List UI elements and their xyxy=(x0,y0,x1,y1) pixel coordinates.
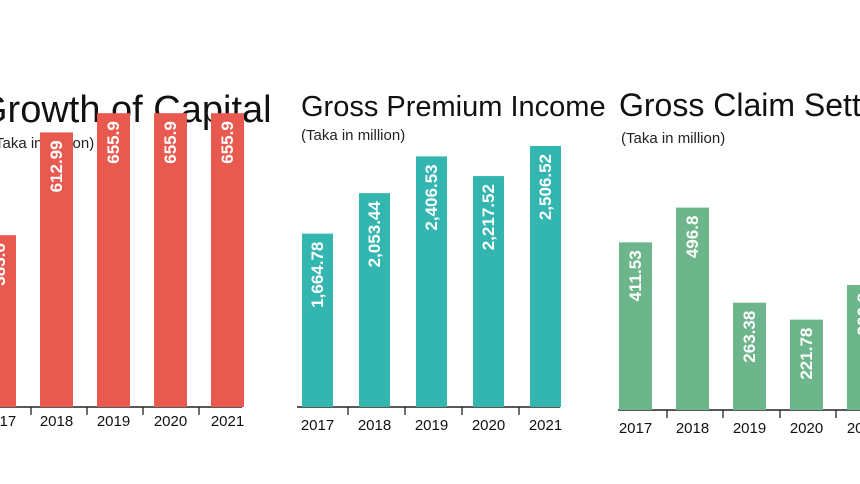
claim-x-tick-label: 2017 xyxy=(619,420,652,437)
capital-bars: 383.6 2017 612.99 2018 655.9 2019 655.9 2020 655… xyxy=(0,113,244,430)
capital-bar-value-label: 655.9 xyxy=(104,121,123,164)
capital-chart: Growth of Capital (Taka in million) 383.… xyxy=(0,89,272,430)
capital-bar-value-label: 655.9 xyxy=(161,121,180,164)
premium-bar-value-label: 2,217.52 xyxy=(479,184,498,250)
claim-chart-subtitle: (Taka in million) xyxy=(621,130,725,147)
capital-bar xyxy=(40,132,73,407)
capital-x-tick-label: 2019 xyxy=(97,413,130,430)
premium-bar xyxy=(302,233,333,407)
claim-bar-value-label: 496.8 xyxy=(683,216,702,259)
capital-bar xyxy=(211,113,244,407)
claim-bar-value-label: 306.8 xyxy=(854,293,860,336)
claim-bar-value-label: 221.78 xyxy=(797,328,816,380)
claim-bar xyxy=(676,207,709,410)
premium-chart-title: Gross Premium Income xyxy=(301,91,606,123)
capital-x-tick-label: 2021 xyxy=(211,413,244,430)
claim-bar xyxy=(847,285,860,410)
capital-x-tick-label: 2017 xyxy=(0,413,16,430)
claim-x-tick-label: 2020 xyxy=(790,420,823,437)
premium-x-tick-label: 2020 xyxy=(472,417,505,434)
capital-bar xyxy=(154,113,187,407)
claim-bars: 411.53 2017 496.8 2018 263.38 2019 221.78 2020 3… xyxy=(619,207,860,437)
capital-bar xyxy=(0,235,16,407)
capital-x-tick-label: 2020 xyxy=(154,413,187,430)
claim-bar xyxy=(790,319,823,410)
premium-bar-value-label: 2,053.44 xyxy=(365,201,384,268)
premium-bar xyxy=(416,156,447,407)
capital-bar-value-label: 655.9 xyxy=(218,121,237,164)
claim-x-tick-label: 2019 xyxy=(733,420,766,437)
premium-chart: Gross Premium Income (Taka in million) 1… xyxy=(297,91,606,434)
capital-bar xyxy=(97,113,130,407)
premium-bar xyxy=(473,176,504,407)
claim-bar-value-label: 263.38 xyxy=(740,311,759,363)
premium-x-tick-label: 2021 xyxy=(529,417,562,434)
capital-x-tick-label: 2018 xyxy=(40,413,73,430)
premium-bar xyxy=(530,145,561,407)
capital-bar-value-label: 612.99 xyxy=(47,140,66,192)
premium-bar-value-label: 1,664.78 xyxy=(308,242,327,308)
premium-x-tick-label: 2017 xyxy=(301,417,334,434)
claim-bar xyxy=(733,302,766,410)
premium-chart-subtitle: (Taka in million) xyxy=(301,127,405,144)
claim-bar xyxy=(619,242,652,410)
claim-chart: Gross Claim Settled (Taka in million) 41… xyxy=(618,87,860,437)
premium-x-tick-label: 2019 xyxy=(415,417,448,434)
premium-x-tick-label: 2018 xyxy=(358,417,391,434)
premium-bar xyxy=(359,193,390,407)
premium-bar-value-label: 2,406.53 xyxy=(422,164,441,230)
claim-x-tick-label: 2018 xyxy=(676,420,709,437)
claim-chart-title: Gross Claim Settled xyxy=(619,87,860,123)
premium-bars: 1,664.78 2017 2,053.44 2018 2,406.53 2019 2,21… xyxy=(301,145,562,434)
claim-x-tick-label: 2021 xyxy=(847,420,860,437)
claim-bar-value-label: 411.53 xyxy=(626,250,645,301)
premium-bar-value-label: 2,506.52 xyxy=(536,154,555,220)
capital-bar-value-label: 383.6 xyxy=(0,243,9,286)
